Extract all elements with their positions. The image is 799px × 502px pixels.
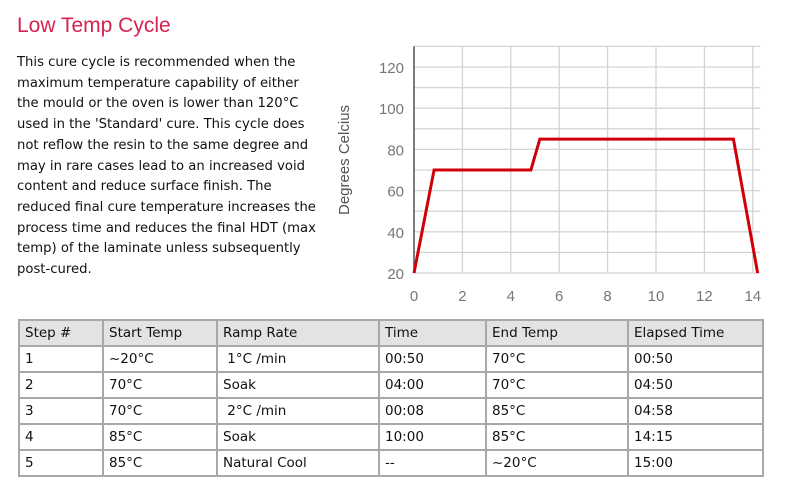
x-tick-label: 4 [507, 288, 515, 305]
column-header: Start Temp [102, 319, 218, 347]
column-header: End Temp [485, 319, 629, 347]
table-row: 5 85°C Natural Cool -- ~20°C 15:00 [18, 449, 764, 477]
table-cell: 85°C [102, 449, 218, 477]
table-cell: Soak [216, 423, 380, 451]
table-cell: 70°C [485, 345, 629, 373]
table-cell: ~20°C [102, 345, 218, 373]
x-tick-label: 6 [555, 288, 563, 305]
y-tick-label: 60 [387, 184, 404, 201]
table-cell: 00:50 [378, 345, 487, 373]
table-cell: 1°C /min [216, 345, 380, 373]
description: This cure cycle is recommended when the … [17, 55, 316, 278]
y-tick-label: 80 [387, 142, 404, 159]
temperature-line [412, 137, 760, 274]
table-cell: -- [378, 449, 487, 477]
y-tick-label: 20 [387, 266, 404, 283]
table-cell: 85°C [102, 423, 218, 451]
table-cell: 70°C [102, 397, 218, 425]
table-cell: 04:00 [378, 371, 487, 399]
column-header: Ramp Rate [216, 319, 380, 347]
table-cell: Soak [216, 371, 380, 399]
table-cell: 00:50 [627, 345, 764, 373]
table-cell: Natural Cool [216, 449, 380, 477]
table-cell: 14:15 [627, 423, 764, 451]
table-cell: 04:58 [627, 397, 764, 425]
x-tick-label: 8 [603, 288, 611, 305]
cure-steps-table: Step # Start Temp Ramp Rate Time End Temp Ela… [18, 319, 764, 477]
table-cell: 2 [18, 371, 104, 399]
table-cell: 1 [18, 345, 104, 373]
table-row: 1 ~20°C 1°C /min 00:50 70°C 00:50 [18, 345, 764, 373]
column-header: Time [378, 319, 487, 347]
column-header: Elapsed Time [627, 319, 764, 347]
table-row: 2 70°C Soak 04:00 70°C 04:50 [18, 371, 764, 399]
table-cell: 3 [18, 397, 104, 425]
table-header-row: Step # Start Temp Ramp Rate Time End Temp Ela… [18, 319, 764, 347]
table-row: 3 70°C 2°C /min 00:08 85°C 04:58 [18, 397, 764, 425]
column-header: Step # [18, 319, 104, 347]
table-cell: 10:00 [378, 423, 487, 451]
x-tick-label: 10 [648, 288, 665, 305]
table-cell: 15:00 [627, 449, 764, 477]
x-tick-label: 12 [696, 288, 713, 305]
table-cell: 4 [18, 423, 104, 451]
table-cell: 70°C [102, 371, 218, 399]
y-tick-label: 40 [387, 225, 404, 242]
table-cell: 5 [18, 449, 104, 477]
y-tick-label: 100 [379, 101, 404, 118]
temperature-chart: 0 2 4 6 8 10 12 14 20 40 60 80 100 120 Degrees Celciu… [336, 45, 761, 305]
table-cell: 2°C /min [216, 397, 380, 425]
x-tick-label: 14 [744, 288, 761, 305]
table-cell: 04:50 [627, 371, 764, 399]
table-cell: 85°C [485, 423, 629, 451]
table-cell: 85°C [485, 397, 629, 425]
table-cell: 70°C [485, 371, 629, 399]
x-tick-label: 0 [410, 288, 418, 305]
table-cell: ~20°C [485, 449, 629, 477]
page-title: Low Temp Cycle [17, 14, 171, 37]
y-axis-label: Degrees Celcius [336, 105, 353, 215]
table-cell: 00:08 [378, 397, 487, 425]
table-row: 4 85°C Soak 10:00 85°C 14:15 [18, 423, 764, 451]
x-tick-label: 2 [458, 288, 466, 305]
y-tick-label: 120 [379, 60, 404, 77]
